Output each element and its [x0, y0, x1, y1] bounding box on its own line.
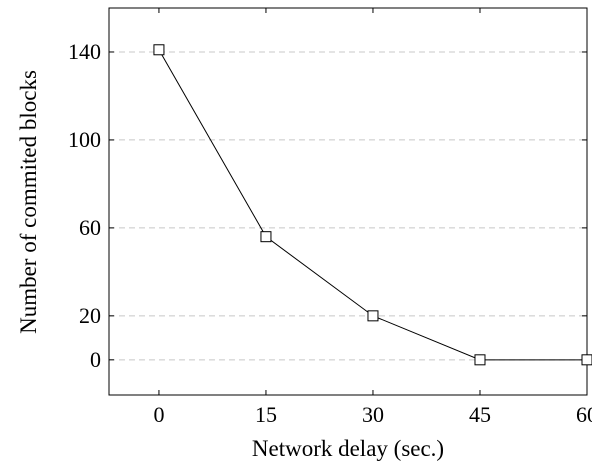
- y-tick-label: 100: [68, 127, 101, 152]
- x-tick-label: 45: [469, 402, 491, 427]
- y-ticks: 0 20 60 100 140: [68, 39, 587, 372]
- y-tick-label: 60: [79, 215, 101, 240]
- plot-frame: [108, 7, 588, 396]
- data-point-marker: [367, 310, 379, 322]
- data-point-marker: [153, 44, 165, 56]
- x-tick-label: 0: [153, 402, 164, 427]
- y-tick-label: 140: [68, 39, 101, 64]
- y-tick-label: 0: [90, 347, 101, 372]
- x-tick-label: 30: [362, 402, 384, 427]
- x-ticks: 0 15 30 45 60: [153, 8, 592, 427]
- x-tick-label: 15: [255, 402, 277, 427]
- series-line-group: [153, 44, 592, 366]
- data-point-marker: [581, 354, 592, 366]
- x-tick-label: 60: [576, 402, 592, 427]
- data-point-marker: [260, 231, 272, 243]
- y-grid: [109, 51, 587, 361]
- y-tick-label: 20: [79, 303, 101, 328]
- y-axis-label: Number of commited blocks: [16, 70, 41, 334]
- x-axis-label: Network delay (sec.): [252, 436, 444, 461]
- data-point-marker: [474, 354, 486, 366]
